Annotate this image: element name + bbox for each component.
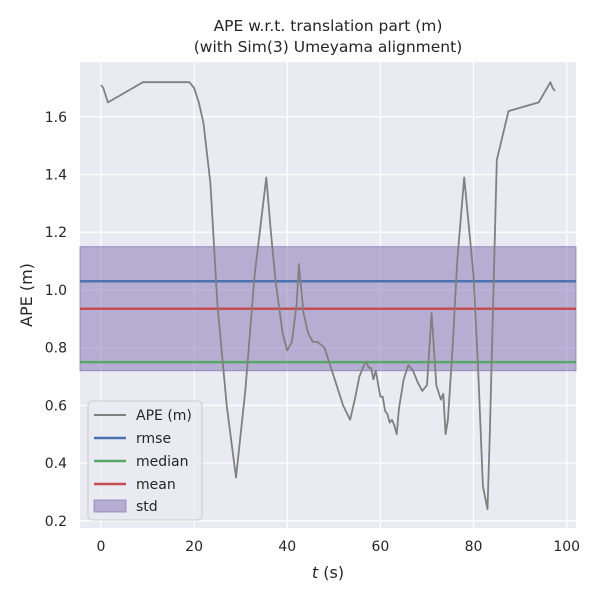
ape-series-line	[100, 81, 556, 511]
legend-std-label: std	[136, 499, 158, 515]
y-tick-label: 0.8	[45, 341, 67, 357]
chart-title: APE w.r.t. translation part (m)	[214, 17, 443, 35]
x-tick-label: 0	[96, 539, 105, 555]
legend-box	[87, 400, 203, 521]
y-tick-label: 1.2	[45, 225, 67, 241]
x-tick-labels: 0 20 40 60 80 100	[96, 539, 580, 555]
y-tick-label: 0.2	[45, 514, 67, 530]
x-tick-label: 100	[553, 539, 580, 555]
y-tick-label: 0.6	[45, 398, 67, 414]
legend-rmse-label: rmse	[136, 431, 171, 447]
y-tick-labels: 0.2 0.4 0.6 0.8 1.0 1.2 1.4 1.6	[45, 110, 67, 530]
y-tick-label: 1.4	[45, 168, 67, 184]
legend-median-label: median	[136, 454, 188, 470]
x-tick-label: 60	[371, 539, 389, 555]
x-axis-variable: t	[312, 563, 319, 582]
y-tick-label: 0.4	[45, 456, 67, 472]
x-tick-label: 20	[185, 539, 203, 555]
x-axis-unit: (s)	[318, 563, 344, 582]
x-axis-label: t (s)	[312, 563, 344, 582]
legend-ape-label: APE (m)	[136, 408, 192, 424]
legend-std-swatch	[93, 499, 127, 513]
chart-subtitle: (with Sim(3) Umeyama alignment)	[194, 38, 463, 56]
y-tick-label: 1.6	[45, 110, 67, 126]
x-tick-label: 80	[465, 539, 483, 555]
x-tick-label: 40	[278, 539, 296, 555]
y-axis-label: APE (m)	[17, 263, 36, 327]
legend: APE (m) rmse median mean std	[87, 400, 203, 521]
y-tick-label: 1.0	[45, 283, 67, 299]
legend-mean-label: mean	[136, 477, 176, 493]
